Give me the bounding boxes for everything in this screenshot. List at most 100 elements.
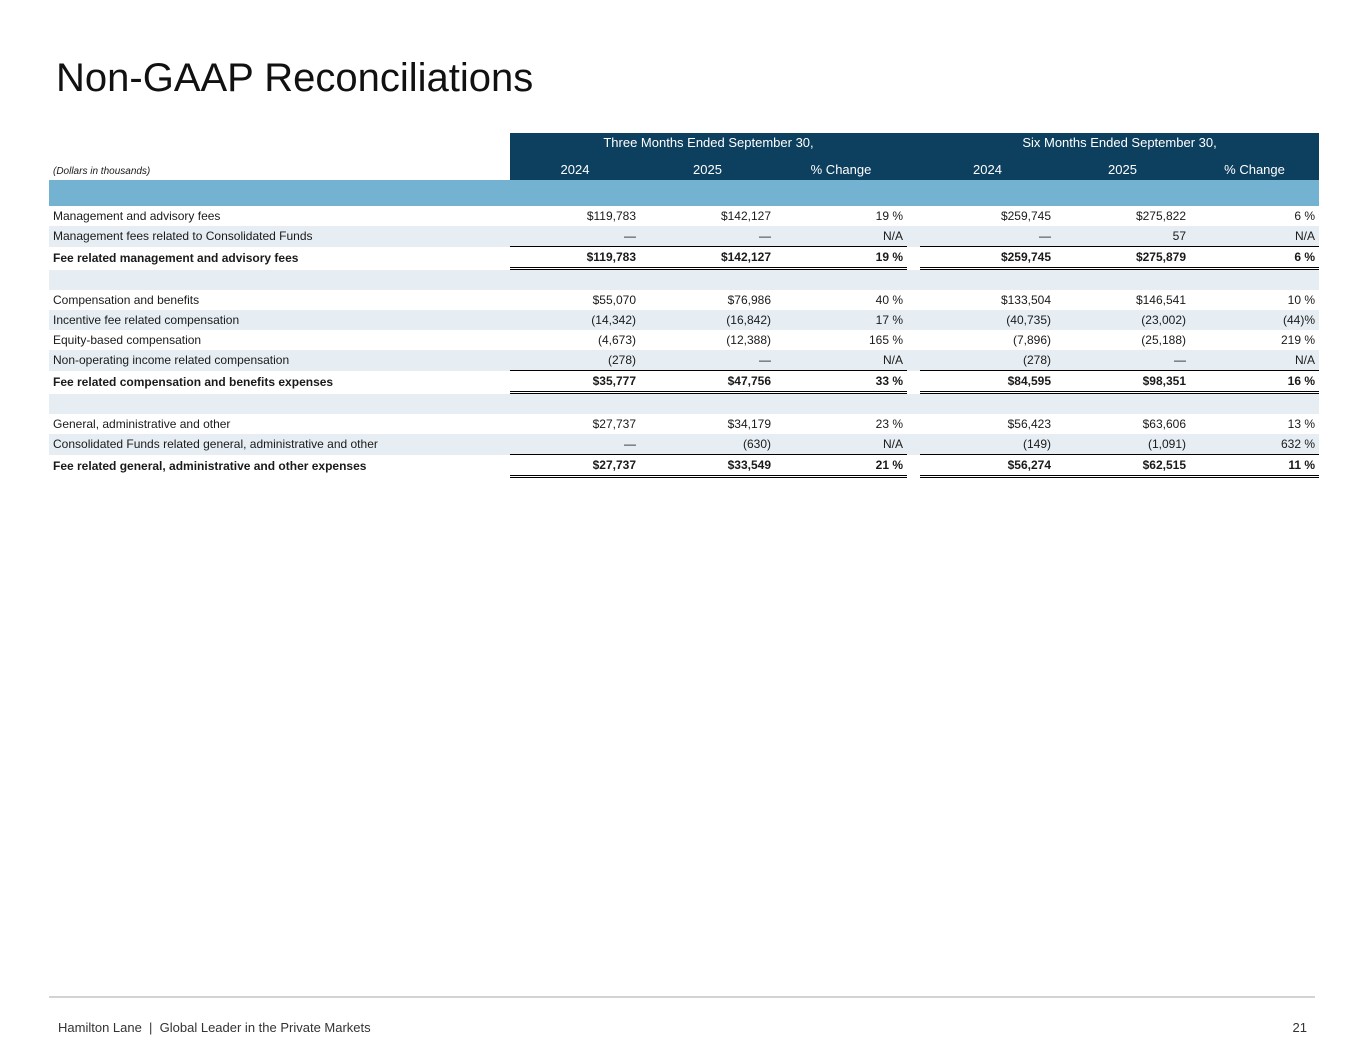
cell: 23 %	[875, 417, 903, 431]
spacer-row	[49, 392, 1320, 414]
table-row: Fee related management and advisory fees…	[49, 246, 1320, 270]
gap	[907, 206, 920, 226]
cell: 165 %	[868, 333, 903, 347]
cell: $146,541	[1135, 293, 1186, 307]
cell: $55,070	[592, 293, 636, 307]
cell: $133,504	[1000, 293, 1051, 307]
cell: $27,737	[592, 417, 636, 431]
cell: (12,388)	[726, 333, 771, 347]
cell: (23,002)	[1055, 310, 1190, 330]
page-title: Non-GAAP Reconciliations	[56, 56, 534, 100]
column-header: 2024	[510, 152, 640, 180]
cell: N/A	[1190, 226, 1320, 247]
column-header-row: (Dollars in thousands) 2024 2025 % Chang…	[49, 152, 1320, 180]
column-header: % Change	[1190, 152, 1320, 180]
row-label: Fee related management and advisory fees	[53, 250, 299, 265]
gap	[907, 290, 920, 310]
cell: $84,595	[920, 370, 1055, 394]
cell: $56,274	[920, 454, 1055, 478]
gap	[907, 414, 920, 434]
table-row: Incentive fee related compensation (14,34…	[49, 310, 1320, 330]
row-label: Incentive fee related compensation	[49, 310, 510, 330]
cell: (278)	[920, 350, 1055, 371]
period-header-row: Three Months Ended September 30, Six Mon…	[49, 133, 1320, 152]
cell: $76,986	[727, 293, 771, 307]
cell: $27,737	[510, 454, 640, 478]
cell: 17 %	[775, 310, 907, 330]
cell: —	[1055, 350, 1190, 371]
row-label: Fee related general, administrative and …	[53, 458, 367, 473]
cell: $142,127	[720, 209, 771, 223]
row-label: Consolidated Funds related general, admi…	[49, 434, 510, 455]
column-header: 2025	[640, 152, 775, 180]
cell: (16,842)	[640, 310, 775, 330]
cell: (1,091)	[1055, 434, 1190, 455]
cell: 10 %	[1287, 293, 1316, 307]
row-label: Fee related compensation and benefits ex…	[53, 374, 334, 389]
footer-text: Hamilton Lane | Global Leader in the Pri…	[58, 1020, 371, 1035]
table-row: Consolidated Funds related general, admi…	[49, 434, 1320, 455]
cell: $33,549	[640, 454, 775, 478]
cell: (25,188)	[1141, 333, 1186, 347]
gap	[907, 434, 920, 455]
cell: $259,745	[920, 246, 1055, 270]
column-header: 2024	[920, 152, 1055, 180]
row-label: Non-operating income related compensatio…	[49, 350, 510, 371]
cell: $35,777	[510, 370, 640, 394]
cell: N/A	[775, 434, 907, 455]
cell: 6 %	[1190, 246, 1320, 270]
gap	[907, 310, 920, 330]
cell: $259,745	[1000, 209, 1051, 223]
cell: 16 %	[1190, 370, 1320, 394]
cell: (44)%	[1190, 310, 1320, 330]
cell: $47,756	[640, 370, 775, 394]
row-label: Compensation and benefits	[53, 293, 200, 307]
cell: $142,127	[640, 246, 775, 270]
cell: 40 %	[875, 293, 903, 307]
cell: (7,896)	[1012, 333, 1051, 347]
table-row: Management and advisory fees $119,783 $142…	[49, 206, 1319, 226]
table-row: Fee related general, administrative and …	[49, 454, 1320, 478]
spacer	[49, 268, 1320, 290]
cell: $275,879	[1055, 246, 1190, 270]
cell: $34,179	[727, 417, 771, 431]
row-label: Equity-based compensation	[53, 333, 202, 347]
cell: 11 %	[1190, 454, 1320, 478]
gap	[907, 226, 920, 247]
gap	[907, 330, 920, 350]
cell: —	[510, 226, 640, 247]
row-label: Management and advisory fees	[53, 209, 221, 223]
cell: (149)	[920, 434, 1055, 455]
gap	[907, 247, 920, 269]
reconciliation-table: Three Months Ended September 30, Six Mon…	[49, 133, 1320, 478]
cell: $119,783	[586, 209, 636, 223]
cell: —	[640, 226, 775, 247]
cell: 33 %	[775, 370, 907, 394]
cell: N/A	[775, 226, 907, 247]
cell: 13 %	[1287, 417, 1316, 431]
cell: 6 %	[1294, 209, 1316, 223]
cell: $63,606	[1142, 417, 1186, 431]
cell: —	[510, 434, 640, 455]
gap	[907, 455, 920, 477]
spacer-row	[49, 268, 1320, 290]
cell: (40,735)	[920, 310, 1055, 330]
footer-rule	[49, 996, 1315, 998]
cell: $119,783	[510, 246, 640, 270]
table-row: Non-operating income related compensatio…	[49, 350, 1320, 371]
cell: $62,515	[1055, 454, 1190, 478]
cell: —	[920, 226, 1055, 247]
cell: $56,423	[1007, 417, 1051, 431]
column-header: % Change	[775, 152, 907, 180]
gap	[907, 371, 920, 393]
cell: $98,351	[1055, 370, 1190, 394]
cell: 57	[1055, 226, 1190, 247]
row-label: Management fees related to Consolidated …	[49, 226, 510, 247]
row-label: General, administrative and other	[53, 417, 231, 431]
table-row: Equity-based compensation (4,673) (12,388)…	[49, 330, 1319, 350]
cell: N/A	[1190, 350, 1320, 371]
band-row	[49, 180, 1320, 206]
cell: 632 %	[1190, 434, 1320, 455]
cell: (4,673)	[597, 333, 636, 347]
